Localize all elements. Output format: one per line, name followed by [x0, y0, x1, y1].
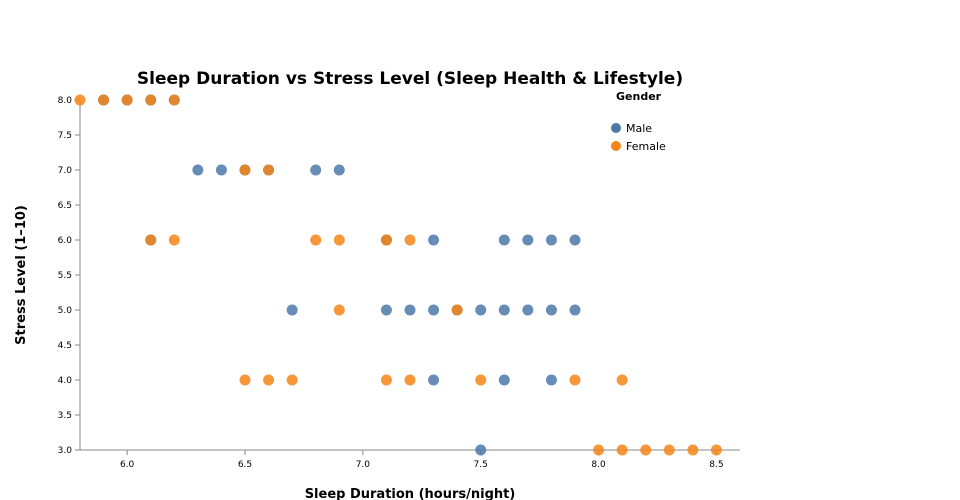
- chart-title: Sleep Duration vs Stress Level (Sleep He…: [137, 69, 683, 89]
- data-point-female: [616, 444, 628, 456]
- data-point-female: [640, 444, 652, 456]
- data-point-male: [475, 304, 487, 316]
- data-point-female: [616, 374, 628, 386]
- data-point-female: [593, 444, 605, 456]
- y-tick-label: 8.0: [58, 96, 73, 106]
- data-point-male: [522, 304, 534, 316]
- data-point-female: [121, 94, 133, 106]
- x-ticks: 6.0 6.5 7.0 7.5 8.0 8.5: [120, 450, 724, 470]
- x-tick-label: 8.5: [709, 460, 723, 470]
- data-point-male: [475, 444, 487, 456]
- data-points: [74, 94, 722, 456]
- y-tick-label: 6.5: [58, 201, 72, 211]
- y-tick-label: 4.5: [58, 341, 72, 351]
- data-point-male: [498, 374, 510, 386]
- y-axis-title: Stress Level (1–10): [14, 205, 29, 345]
- data-point-male: [498, 234, 510, 246]
- data-point-female: [569, 374, 581, 386]
- data-point-female: [404, 234, 416, 246]
- data-point-male: [569, 234, 581, 246]
- data-point-female: [145, 234, 157, 246]
- data-point-male: [310, 164, 322, 176]
- data-point-male: [380, 304, 392, 316]
- x-tick-label: 6.5: [238, 460, 252, 470]
- data-point-female: [475, 374, 487, 386]
- x-tick-label: 7.0: [356, 460, 371, 470]
- data-point-male: [428, 374, 440, 386]
- data-point-male: [569, 304, 581, 316]
- data-point-male: [545, 304, 557, 316]
- data-point-male: [286, 304, 298, 316]
- data-point-male: [498, 304, 510, 316]
- data-point-male: [522, 234, 534, 246]
- data-point-female: [333, 234, 345, 246]
- data-point-female: [168, 234, 180, 246]
- data-point-female: [380, 374, 392, 386]
- data-point-female: [404, 374, 416, 386]
- data-point-male: [545, 374, 557, 386]
- data-point-female: [710, 444, 722, 456]
- legend-title: Gender: [616, 90, 662, 103]
- legend-label-male: Male: [626, 122, 652, 135]
- legend-marker-female: [611, 141, 621, 151]
- data-point-male: [333, 164, 345, 176]
- x-axis-title: Sleep Duration (hours/night): [305, 487, 516, 500]
- y-ticks: 3.0 3.5 4.0 4.5 5.0 5.5 6.0 6.5 7.0 7.5 8.0: [58, 96, 80, 456]
- data-point-female: [145, 94, 157, 106]
- y-tick-label: 4.0: [58, 376, 73, 386]
- data-point-male: [428, 234, 440, 246]
- legend-label-female: Female: [626, 140, 666, 153]
- x-tick-label: 6.0: [120, 460, 135, 470]
- legend: Gender Male Female: [611, 90, 666, 153]
- x-tick-label: 8.0: [591, 460, 606, 470]
- data-point-female: [310, 234, 322, 246]
- y-tick-label: 5.5: [58, 271, 72, 281]
- data-point-male: [404, 304, 416, 316]
- data-point-male: [545, 234, 557, 246]
- y-tick-label: 6.0: [58, 236, 73, 246]
- y-tick-label: 7.0: [58, 166, 73, 176]
- y-tick-label: 3.0: [58, 446, 73, 456]
- data-point-female: [286, 374, 298, 386]
- data-point-female: [380, 234, 392, 246]
- y-tick-label: 7.5: [58, 131, 72, 141]
- y-tick-label: 5.0: [58, 306, 73, 316]
- x-tick-label: 7.5: [474, 460, 488, 470]
- data-point-male: [215, 164, 227, 176]
- data-point-male: [192, 164, 204, 176]
- data-point-female: [263, 374, 275, 386]
- data-point-female: [333, 304, 345, 316]
- data-point-female: [687, 444, 699, 456]
- data-point-female: [168, 94, 180, 106]
- data-point-female: [451, 304, 463, 316]
- data-point-female: [98, 94, 110, 106]
- data-point-female: [663, 444, 675, 456]
- data-point-female: [74, 94, 86, 106]
- legend-marker-male: [611, 123, 621, 133]
- data-point-female: [263, 164, 275, 176]
- data-point-female: [239, 164, 251, 176]
- y-tick-label: 3.5: [58, 411, 72, 421]
- data-point-female: [239, 374, 251, 386]
- data-point-male: [428, 304, 440, 316]
